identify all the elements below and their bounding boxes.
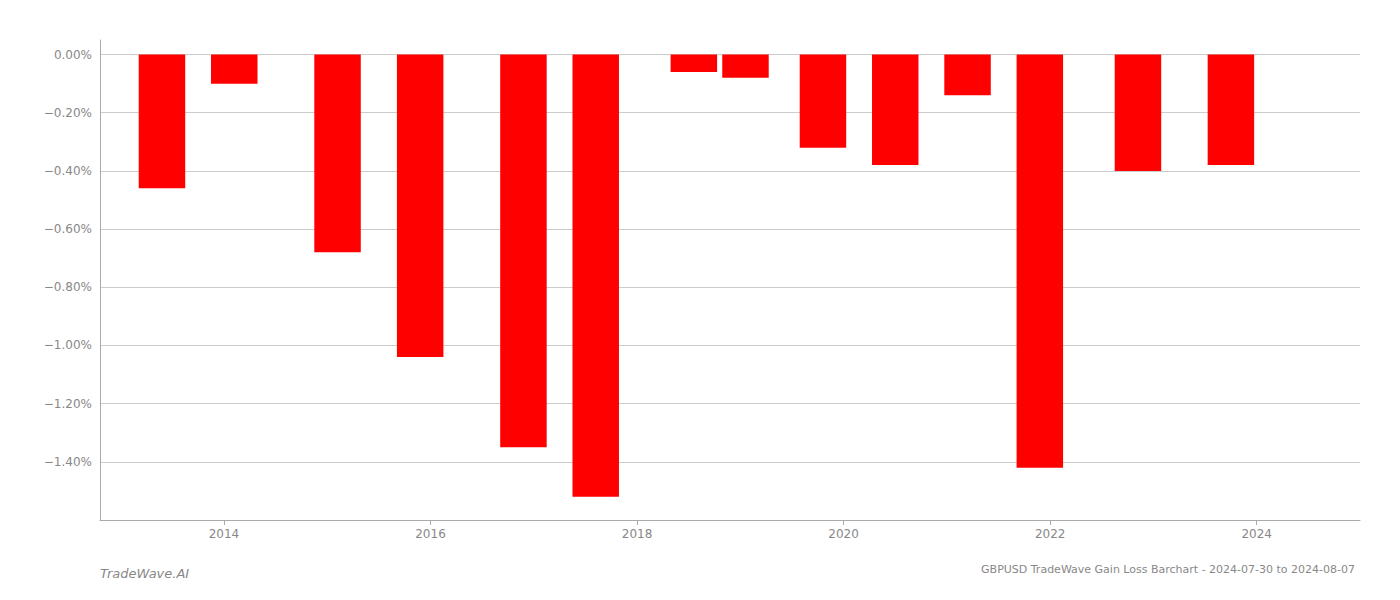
svg-text:−1.40%: −1.40% bbox=[44, 455, 92, 469]
svg-text:−0.20%: −0.20% bbox=[44, 106, 92, 120]
svg-text:TradeWave.AI: TradeWave.AI bbox=[100, 566, 189, 581]
svg-text:2016: 2016 bbox=[415, 527, 446, 541]
svg-text:2014: 2014 bbox=[209, 527, 240, 541]
svg-text:0.00%: 0.00% bbox=[54, 48, 92, 62]
svg-text:−0.40%: −0.40% bbox=[44, 164, 92, 178]
svg-text:−1.00%: −1.00% bbox=[44, 338, 92, 352]
svg-text:2022: 2022 bbox=[1035, 527, 1066, 541]
svg-text:−1.20%: −1.20% bbox=[44, 397, 92, 411]
svg-text:2020: 2020 bbox=[828, 527, 859, 541]
svg-text:−0.80%: −0.80% bbox=[44, 280, 92, 294]
svg-text:2024: 2024 bbox=[1241, 527, 1272, 541]
svg-text:GBPUSD TradeWave Gain Loss Bar: GBPUSD TradeWave Gain Loss Barchart - 20… bbox=[981, 563, 1355, 576]
svg-text:−0.60%: −0.60% bbox=[44, 222, 92, 236]
svg-text:2018: 2018 bbox=[622, 527, 653, 541]
